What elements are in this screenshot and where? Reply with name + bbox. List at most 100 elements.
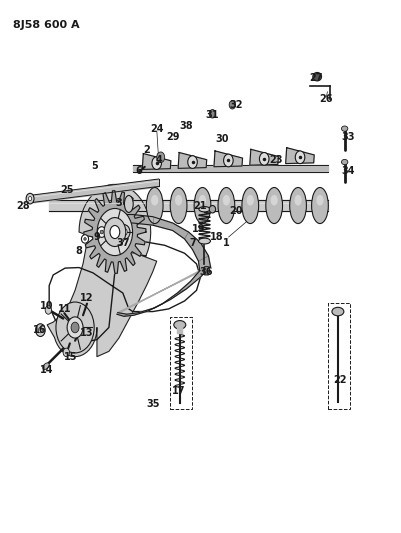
Circle shape xyxy=(26,193,34,204)
Ellipse shape xyxy=(84,238,86,240)
Ellipse shape xyxy=(198,238,211,244)
Ellipse shape xyxy=(209,110,216,118)
Ellipse shape xyxy=(332,308,344,316)
Ellipse shape xyxy=(266,188,283,223)
Text: 32: 32 xyxy=(230,100,243,110)
Ellipse shape xyxy=(223,195,230,206)
Text: 11: 11 xyxy=(59,304,72,314)
Ellipse shape xyxy=(199,195,206,206)
Ellipse shape xyxy=(100,230,103,234)
Circle shape xyxy=(67,317,83,338)
Bar xyxy=(328,303,350,409)
Text: 13: 13 xyxy=(80,328,94,338)
Ellipse shape xyxy=(175,195,182,206)
Text: 8: 8 xyxy=(76,246,83,256)
Text: 4: 4 xyxy=(155,156,162,165)
Ellipse shape xyxy=(81,235,89,243)
Polygon shape xyxy=(286,148,314,164)
Text: 8J58 600 A: 8J58 600 A xyxy=(13,20,80,30)
Ellipse shape xyxy=(174,320,186,329)
Text: 14: 14 xyxy=(41,365,54,375)
Circle shape xyxy=(104,217,126,246)
Circle shape xyxy=(224,154,233,167)
Ellipse shape xyxy=(209,206,216,213)
Ellipse shape xyxy=(342,126,348,131)
Text: 20: 20 xyxy=(230,206,243,216)
Ellipse shape xyxy=(271,195,278,206)
Polygon shape xyxy=(115,215,211,317)
Circle shape xyxy=(295,151,305,164)
Ellipse shape xyxy=(247,195,254,206)
Ellipse shape xyxy=(229,101,235,109)
Text: 15: 15 xyxy=(64,352,78,361)
Polygon shape xyxy=(214,151,243,167)
Text: 9: 9 xyxy=(93,232,100,243)
Polygon shape xyxy=(142,154,171,169)
Circle shape xyxy=(63,348,69,357)
Ellipse shape xyxy=(194,188,211,223)
Text: 18: 18 xyxy=(210,232,223,243)
Text: 6: 6 xyxy=(136,166,142,176)
Ellipse shape xyxy=(342,159,348,165)
Text: 27: 27 xyxy=(309,73,323,83)
Polygon shape xyxy=(250,149,278,165)
Circle shape xyxy=(56,302,94,353)
Polygon shape xyxy=(84,191,146,273)
Ellipse shape xyxy=(316,195,324,206)
Ellipse shape xyxy=(124,196,133,213)
Ellipse shape xyxy=(146,188,163,223)
Circle shape xyxy=(110,225,120,239)
Ellipse shape xyxy=(118,224,130,239)
Ellipse shape xyxy=(218,188,235,223)
Polygon shape xyxy=(47,184,157,357)
Circle shape xyxy=(36,324,45,336)
Circle shape xyxy=(45,306,52,314)
Ellipse shape xyxy=(290,188,306,223)
Circle shape xyxy=(97,208,133,256)
Text: 26: 26 xyxy=(319,94,333,104)
Text: 24: 24 xyxy=(150,124,164,134)
Ellipse shape xyxy=(151,195,158,206)
Circle shape xyxy=(38,327,43,333)
Text: 1: 1 xyxy=(223,238,230,248)
Text: 19: 19 xyxy=(192,224,205,235)
Text: 22: 22 xyxy=(333,375,346,385)
Text: 34: 34 xyxy=(341,166,354,176)
Polygon shape xyxy=(203,266,210,275)
Text: 33: 33 xyxy=(341,132,354,142)
Text: 3: 3 xyxy=(115,198,122,208)
Text: 28: 28 xyxy=(16,200,30,211)
Text: 30: 30 xyxy=(216,134,229,144)
Ellipse shape xyxy=(199,207,210,212)
Text: 5: 5 xyxy=(91,161,98,171)
Polygon shape xyxy=(178,152,207,168)
Text: 36: 36 xyxy=(200,267,213,277)
Text: 12: 12 xyxy=(80,293,94,303)
Text: 2: 2 xyxy=(144,145,150,155)
Ellipse shape xyxy=(43,363,49,369)
Ellipse shape xyxy=(294,195,302,206)
Text: 38: 38 xyxy=(180,121,193,131)
Text: 37: 37 xyxy=(116,238,130,248)
Circle shape xyxy=(28,197,32,201)
Circle shape xyxy=(157,152,165,163)
Ellipse shape xyxy=(170,188,187,223)
Text: 29: 29 xyxy=(166,132,179,142)
Circle shape xyxy=(71,322,79,333)
Text: 7: 7 xyxy=(189,238,196,248)
Text: 23: 23 xyxy=(269,156,283,165)
Text: 35: 35 xyxy=(146,399,160,409)
Circle shape xyxy=(152,157,162,169)
Ellipse shape xyxy=(121,228,127,236)
Ellipse shape xyxy=(97,227,106,237)
Text: 10: 10 xyxy=(41,301,54,311)
Circle shape xyxy=(188,156,197,168)
Text: 17: 17 xyxy=(172,386,185,396)
Ellipse shape xyxy=(313,72,322,81)
Circle shape xyxy=(259,152,269,165)
Text: 21: 21 xyxy=(194,200,207,211)
Ellipse shape xyxy=(242,188,259,223)
Text: 31: 31 xyxy=(206,110,219,120)
Text: 16: 16 xyxy=(32,325,46,335)
Text: 25: 25 xyxy=(60,184,74,195)
